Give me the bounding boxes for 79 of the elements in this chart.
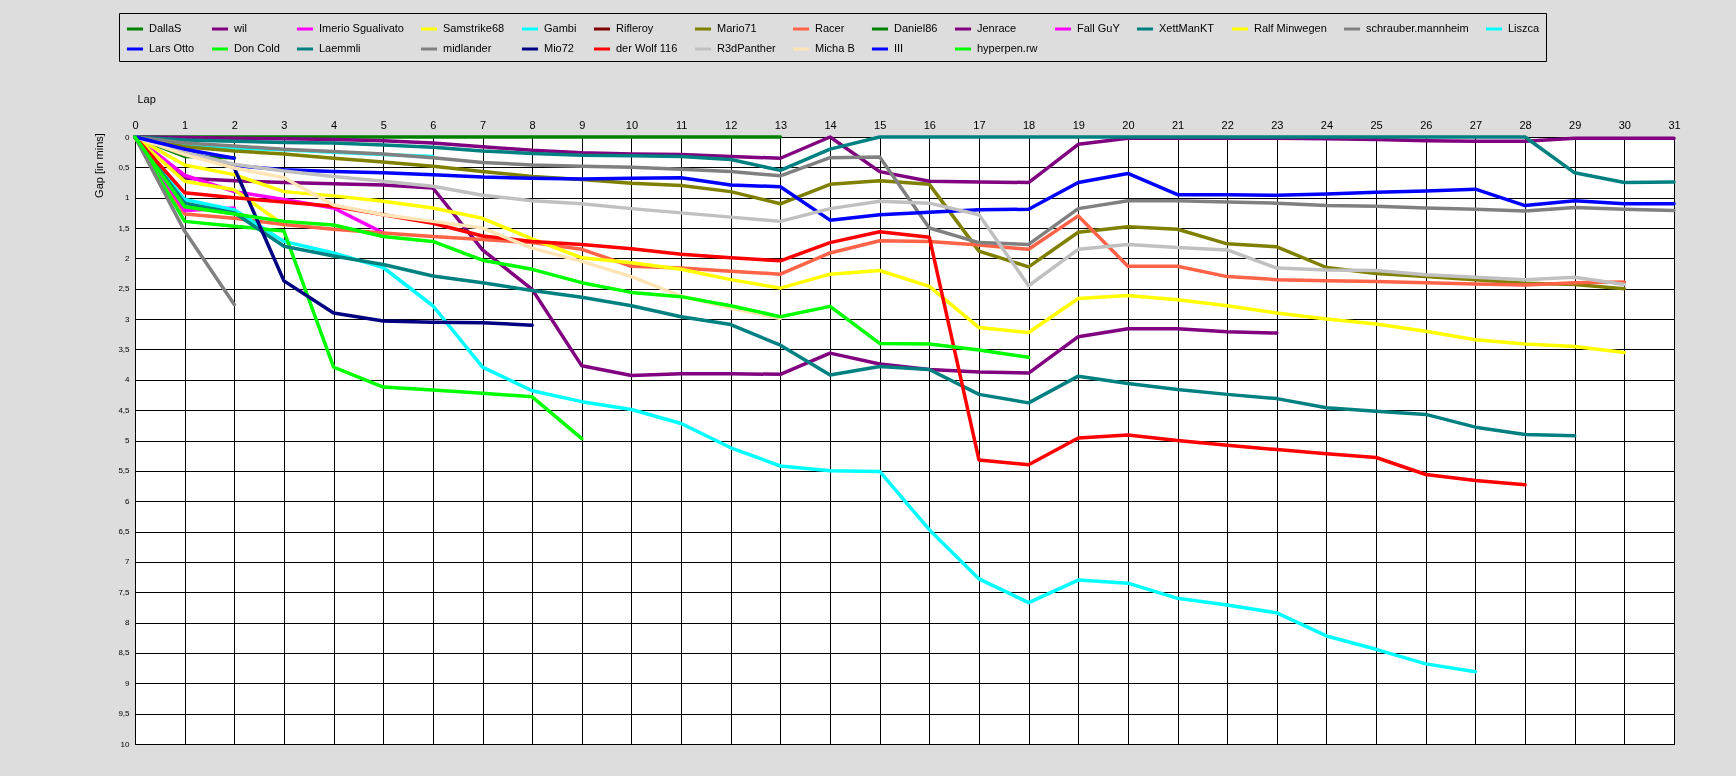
legend-label: der Wolf 116: [616, 42, 678, 54]
y-tick-label: 0,5: [118, 162, 131, 172]
legend-label: Don Cold: [234, 42, 280, 54]
y-tick-label: 0: [125, 132, 131, 142]
legend-label: wil: [233, 22, 247, 34]
x-tick-label: 16: [923, 118, 936, 131]
legend-label: Daniel86: [894, 22, 938, 34]
legend-label: Lars Otto: [149, 42, 195, 54]
y-tick-label: 8,5: [118, 648, 131, 658]
y-tick-label: 2: [125, 253, 131, 263]
y-tick-label: 9,5: [118, 709, 131, 719]
legend-label: XettManKT: [1159, 22, 1215, 34]
x-tick-label: 29: [1569, 118, 1582, 131]
legend-label: Micha B: [815, 42, 855, 54]
x-tick-label: 9: [579, 118, 586, 131]
x-tick-label: 3: [281, 118, 288, 131]
x-tick-label: 7: [479, 118, 487, 131]
legend-label: midlander: [443, 42, 492, 54]
y-tick-label: 9: [125, 678, 131, 688]
x-tick-label: 26: [1420, 118, 1433, 131]
x-tick-label: 1: [182, 118, 189, 131]
x-tick-label: 30: [1618, 118, 1631, 131]
x-tick-label: 6: [430, 118, 437, 131]
x-tick-label: 19: [1072, 118, 1085, 131]
legend-label: Samstrike68: [443, 22, 505, 34]
legend-label: R3dPanther: [717, 42, 777, 54]
y-tick-label: 5,5: [118, 466, 131, 476]
x-tick-label: 12: [725, 118, 738, 131]
x-tick-label: 27: [1469, 118, 1483, 131]
legend-label: Jenrace: [977, 22, 1017, 34]
x-tick-label: 17: [973, 118, 986, 131]
x-tick-label: 23: [1271, 118, 1284, 131]
legend-label: III: [894, 42, 904, 54]
y-tick-label: 7,5: [118, 587, 131, 597]
legend-label: Fall GuY: [1077, 22, 1121, 34]
x-axis-title: Lap: [137, 92, 156, 105]
y-tick-label: 10: [120, 739, 131, 749]
legend-label: Rifleroy: [616, 22, 654, 34]
x-tick-label: 24: [1320, 118, 1334, 131]
x-tick-label: 8: [529, 118, 536, 131]
legend-label: schrauber.mannheim: [1366, 22, 1469, 34]
legend-label: Racer: [815, 22, 845, 34]
legend-label: Liszca: [1508, 22, 1541, 34]
legend-label: Laemmli: [319, 42, 361, 54]
y-tick-label: 2,5: [118, 284, 131, 294]
y-tick-label: 4,5: [118, 405, 131, 415]
legend-label: DallaS: [149, 22, 182, 34]
legend-label: hyperpen.rw: [977, 42, 1038, 54]
y-tick-label: 3,5: [118, 344, 131, 354]
y-tick-label: 7: [125, 557, 131, 567]
y-tick-label: 1: [125, 193, 131, 203]
y-tick-label: 8: [125, 618, 131, 628]
x-tick-label: 18: [1022, 118, 1036, 131]
x-tick-label: 10: [625, 118, 639, 131]
y-tick-label: 5: [125, 436, 131, 445]
x-tick-label: 4: [331, 118, 338, 131]
x-tick-label: 2: [231, 118, 238, 131]
y-tick-label: 1,5: [118, 223, 131, 233]
x-tick-label: 5: [380, 118, 387, 131]
x-tick-label: 15: [874, 118, 887, 131]
y-tick-label: 6,5: [118, 527, 131, 537]
y-tick-label: 4: [125, 375, 131, 385]
x-tick-label: 20: [1122, 118, 1135, 131]
y-tick-label: 6: [125, 496, 131, 506]
x-tick-label: 22: [1221, 118, 1234, 131]
legend-label: Ralf Minwegen: [1254, 22, 1327, 34]
x-tick-label: 11: [675, 118, 688, 131]
x-tick-label: 21: [1171, 118, 1185, 131]
legend-label: Gambi: [544, 22, 577, 34]
x-tick-label: 31: [1668, 118, 1681, 131]
x-tick-label: 14: [824, 118, 837, 131]
legend-label: Mario71: [717, 22, 757, 34]
legend-label: Imerio Sgualivato: [319, 22, 404, 34]
legend-label: Mio72: [544, 42, 574, 54]
x-tick-label: 25: [1370, 118, 1383, 131]
y-axis-title: Gap [in mins]: [92, 133, 105, 198]
x-tick-label: 28: [1519, 118, 1532, 131]
y-tick-label: 3: [125, 314, 131, 324]
x-tick-label: 13: [774, 118, 788, 131]
